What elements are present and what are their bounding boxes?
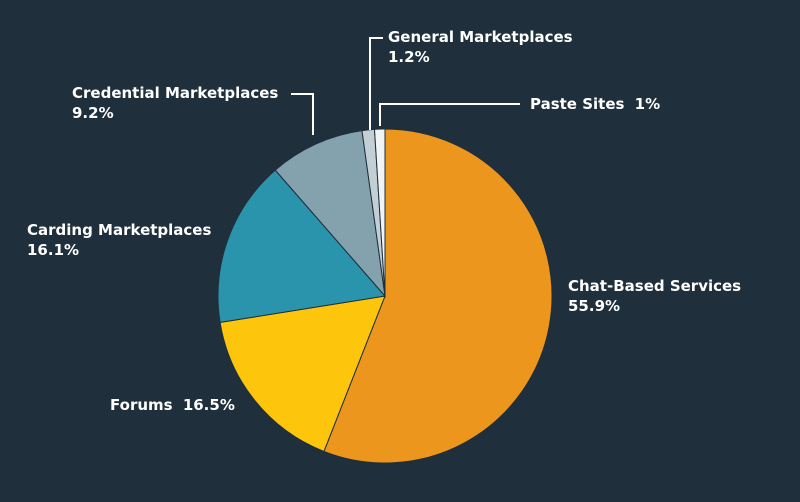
label-carding-marketplaces-name: Carding Marketplaces [27,221,211,239]
pie-slice-forums [219,295,386,453]
leader-line-general-marketplaces [369,37,383,130]
label-forums-value: 16.5% [183,396,235,414]
pie-slice-chat-based-services [323,128,553,464]
label-general-marketplaces-value: 1.2% [388,48,430,66]
leader-line-credential-marketplaces [291,93,314,135]
pie-slices [217,128,553,464]
leader-line-paste-sites [379,103,520,126]
label-paste-sites: Paste Sites 1% [530,95,660,113]
label-general-marketplaces-name: General Marketplaces [388,28,573,46]
label-forums-name: Forums [110,396,173,414]
pie-slice-carding-marketplaces [217,169,386,323]
label-paste-sites-value: 1% [635,95,660,113]
label-paste-sites-name: Paste Sites [530,95,624,113]
label-chat-based-services-value: 55.9% [568,297,620,315]
label-carding-marketplaces-value: 16.1% [27,241,79,259]
label-credential-marketplaces-value: 9.2% [72,104,114,122]
pie-slice-credential-marketplaces [274,130,386,298]
slice-labels: Chat-Based Services 55.9% Forums 16.5% C… [27,28,741,414]
label-credential-marketplaces-name: Credential Marketplaces [72,84,278,102]
label-chat-based-services-name: Chat-Based Services [568,277,741,295]
label-forums: Forums 16.5% [110,396,235,414]
label-leader-lines [291,37,520,135]
pie-slice-paste-sites [373,128,386,297]
